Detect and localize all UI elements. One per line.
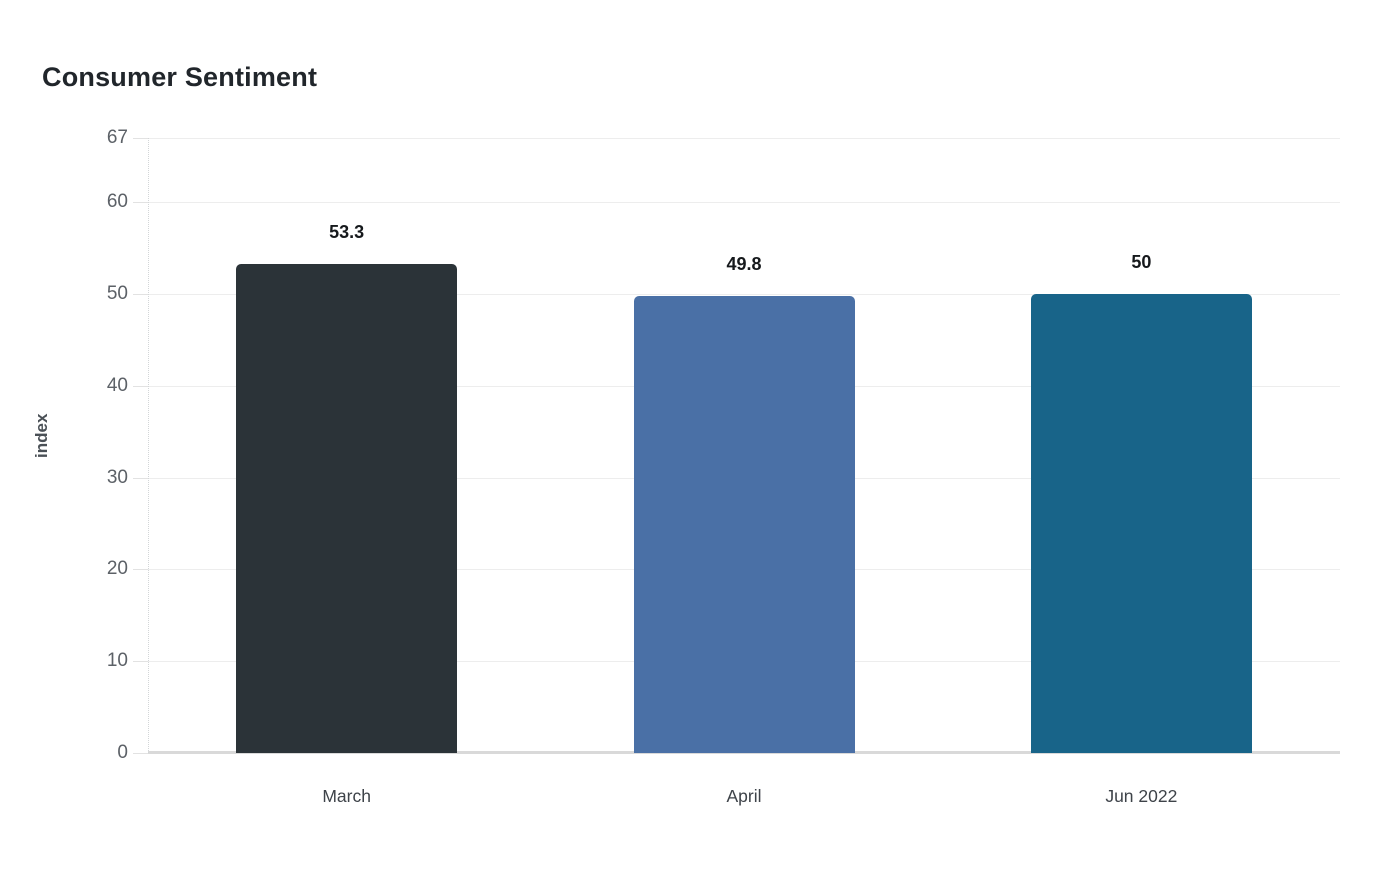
plot-area: 0 10 20 30 40 50 60 67 53.3 March 49.8 April 50 Jun 2… <box>107 127 1340 806</box>
x-category-label: Jun 2022 <box>1105 786 1178 806</box>
y-tick-mark-30 <box>133 477 148 479</box>
y-tick-mark-60 <box>133 202 148 204</box>
bar-march <box>236 263 458 753</box>
y-tick-mark-50 <box>133 294 148 296</box>
y-axis-line <box>148 138 149 753</box>
bar-value-label: 50 <box>1131 252 1152 273</box>
y-tick-label-0: 0 <box>117 742 128 763</box>
y-tick-label-10: 10 <box>106 650 128 672</box>
gridline-y-50 <box>148 294 1340 296</box>
bar-jun-2022 <box>1030 294 1252 753</box>
y-axis-title: index <box>32 413 51 458</box>
gridline-y-67 <box>148 138 1340 139</box>
y-tick-label-67: 67 <box>106 127 128 148</box>
y-tick-label-60: 60 <box>106 191 128 213</box>
bar-value-label: 49.8 <box>726 253 762 274</box>
bar-value-label: 53.3 <box>329 221 365 242</box>
y-tick-mark-0 <box>133 753 148 754</box>
y-tick-label-50: 50 <box>106 283 128 305</box>
y-tick-label-20: 20 <box>106 558 128 580</box>
y-tick-mark-20 <box>133 569 148 571</box>
x-category-label: April <box>726 786 762 806</box>
y-tick-label-40: 40 <box>106 374 128 396</box>
gridline-y-60 <box>148 202 1340 204</box>
y-tick-mark-67 <box>133 138 148 139</box>
y-tick-mark-10 <box>133 661 148 663</box>
y-tick-mark-40 <box>133 385 148 387</box>
x-category-label: March <box>322 786 371 806</box>
chart-title: Consumer Sentiment <box>42 62 318 92</box>
y-tick-label-30: 30 <box>106 466 128 488</box>
bar-april <box>633 295 855 753</box>
